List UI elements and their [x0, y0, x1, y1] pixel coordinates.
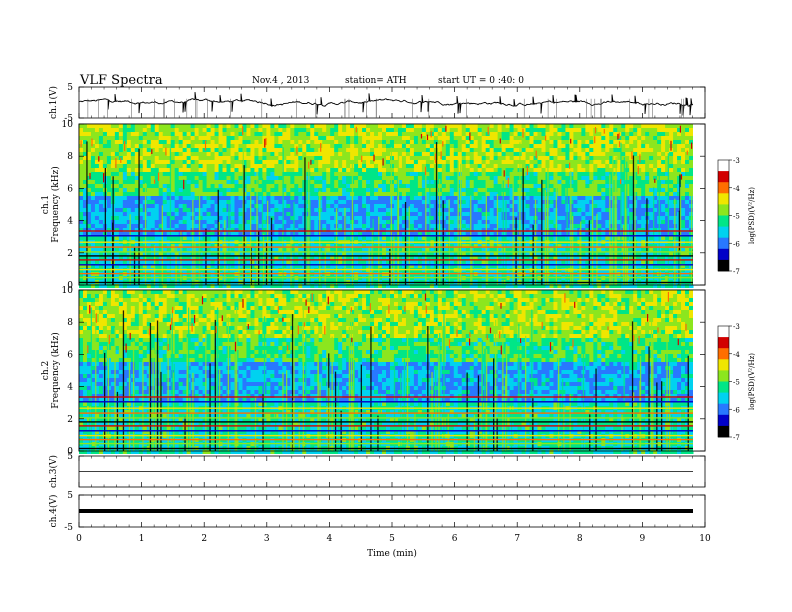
x-tick-label: 5: [389, 534, 395, 544]
x-tick-label: 8: [577, 534, 583, 544]
y-axis-label: ch.4(V): [48, 495, 59, 528]
colorbar-tick-label: -5: [733, 213, 740, 221]
x-tick-label: 10: [699, 534, 711, 544]
y-tick-label: 4: [67, 383, 73, 393]
x-axis-label: Time (min): [367, 548, 417, 559]
chart-title: VLF Spectra: [80, 73, 163, 88]
x-tick-label: 1: [139, 534, 145, 544]
y-tick-label: -5: [64, 523, 73, 533]
y-axis-label: Frequency (kHz): [50, 332, 61, 409]
colorbar-tick-label: -4: [733, 185, 740, 193]
colorbar-label: log(PSD)(V²/Hz): [748, 187, 756, 244]
x-tick-label: 3: [264, 534, 270, 544]
y-tick-label: 5: [67, 452, 73, 462]
y-tick-label: -5: [64, 114, 73, 124]
channel-label: ch.2: [41, 361, 51, 380]
x-tick-label: 7: [514, 534, 520, 544]
x-tick-label: 6: [452, 534, 458, 544]
y-tick-label: 2: [67, 249, 73, 259]
start-time-label: start UT = 0 :40: 0: [438, 76, 524, 86]
y-axis-label: Frequency (kHz): [50, 166, 61, 243]
y-tick-label: 0: [67, 281, 73, 291]
y-tick-label: 6: [67, 350, 73, 360]
ch1-waveform-trace: [78, 92, 694, 116]
spectrogram-ch1: [78, 123, 706, 288]
colorbar-tick-label: -4: [733, 351, 740, 359]
x-tick-label: 4: [327, 534, 333, 544]
colorbar-tick-label: -5: [733, 379, 740, 387]
y-tick-label: 2: [67, 415, 73, 425]
x-tick-label: 9: [640, 534, 646, 544]
station-label: station= ATH: [345, 76, 407, 86]
y-tick-label: 6: [67, 184, 73, 194]
y-tick-label: 4: [67, 217, 73, 227]
y-tick-label: 0: [67, 447, 73, 457]
colorbar-tick-label: -3: [733, 323, 740, 331]
colorbar-tick-label: -7: [733, 268, 740, 276]
colorbar-label: log(PSD)(V²/Hz): [748, 353, 756, 410]
spectrogram-ch2: [78, 289, 706, 454]
y-axis-label: ch.1(V): [48, 86, 59, 119]
y-tick-label: 5: [67, 491, 73, 501]
x-tick-label: 2: [201, 534, 207, 544]
x-tick-label: 0: [76, 534, 82, 544]
y-tick-label: 10: [62, 286, 74, 296]
colorbar-tick-label: -6: [733, 240, 740, 248]
colorbar-tick-label: -3: [733, 157, 740, 165]
y-tick-label: 8: [67, 318, 73, 328]
y-tick-label: 5: [67, 83, 73, 93]
date-label: Nov.4 , 2013: [252, 76, 310, 86]
y-tick-label: 10: [62, 120, 74, 130]
y-tick-label: 8: [67, 152, 73, 162]
colorbar-tick-label: -6: [733, 406, 740, 414]
colorbar-tick-label: -7: [733, 434, 740, 442]
channel-label: ch.1: [41, 195, 51, 214]
y-axis-label: ch.3(V): [48, 455, 59, 488]
